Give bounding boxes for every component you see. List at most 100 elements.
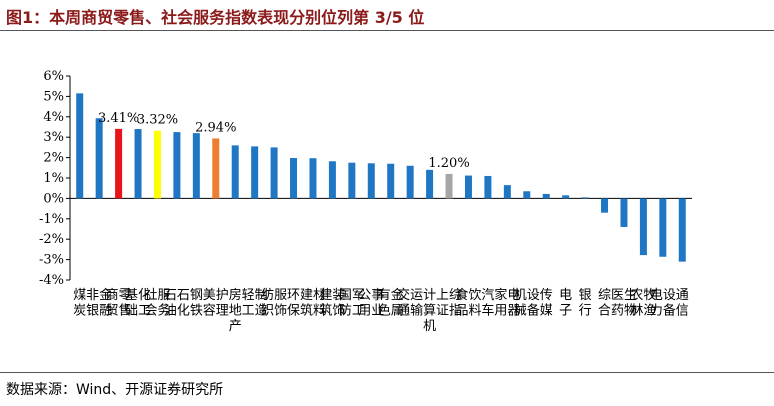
svg-text:纺: 纺	[261, 288, 274, 303]
svg-text:炭: 炭	[73, 304, 86, 319]
svg-text:媒: 媒	[540, 304, 553, 319]
svg-text:综: 综	[449, 288, 462, 303]
svg-text:指: 指	[449, 304, 462, 319]
bar-1	[76, 93, 84, 199]
svg-text:事: 事	[371, 288, 384, 303]
category-label-3: 商贸零售	[106, 288, 132, 319]
bar-11	[270, 147, 278, 199]
svg-text:金: 金	[99, 287, 112, 303]
svg-text:公: 公	[358, 288, 371, 303]
bar-14	[328, 161, 336, 199]
figure-title: 图1：本周商贸零售、社会服务指数表现分别位列第 3/5 位	[6, 8, 425, 27]
svg-text:银: 银	[86, 304, 99, 319]
svg-text:产: 产	[229, 319, 242, 334]
bar-20	[445, 173, 453, 199]
svg-text:林: 林	[630, 304, 643, 319]
svg-text:运: 运	[410, 288, 423, 303]
bottom-divider	[0, 372, 774, 373]
bar-3	[115, 128, 123, 199]
bar-25	[542, 193, 550, 199]
y-tick-label: -2%	[39, 232, 64, 247]
y-tick-label: 0%	[43, 191, 64, 206]
svg-text:械: 械	[514, 304, 527, 319]
category-label-28: 综合	[598, 288, 611, 319]
svg-text:护: 护	[216, 288, 229, 303]
bar-2	[95, 118, 103, 199]
svg-text:制: 制	[255, 288, 268, 303]
y-tick-label: 3%	[43, 130, 64, 145]
svg-text:渔: 渔	[643, 304, 656, 319]
svg-text:品: 品	[455, 304, 468, 319]
svg-text:地: 地	[229, 304, 242, 319]
bar-26	[562, 195, 570, 199]
data-label-5: 3.32%	[137, 113, 178, 128]
bar-7	[192, 133, 200, 199]
svg-text:色: 色	[378, 303, 391, 319]
svg-text:饮: 饮	[468, 288, 481, 303]
svg-text:备: 备	[527, 303, 540, 319]
bar-24	[523, 191, 531, 199]
bar-30	[639, 198, 647, 256]
svg-text:合: 合	[598, 304, 611, 319]
category-label-1: 煤炭	[73, 288, 86, 319]
svg-text:器: 器	[507, 304, 520, 319]
svg-text:料: 料	[313, 304, 326, 319]
svg-text:有: 有	[378, 288, 391, 303]
bar-18	[406, 165, 414, 199]
y-tick-label: 1%	[43, 171, 64, 186]
bar-21	[464, 175, 472, 199]
category-label-22: 汽车	[481, 288, 494, 319]
svg-text:综: 综	[598, 288, 611, 303]
category-label-19: 计算机	[423, 288, 436, 334]
svg-text:工: 工	[242, 304, 255, 319]
bar-22	[484, 175, 492, 199]
svg-text:煤: 煤	[73, 288, 86, 303]
svg-text:础: 础	[125, 304, 138, 319]
svg-text:电: 电	[650, 288, 663, 303]
data-label-20: 1.20%	[428, 156, 469, 171]
svg-text:家: 家	[494, 287, 507, 303]
svg-text:筑: 筑	[300, 303, 313, 319]
bar-8	[212, 138, 220, 199]
category-label-12: 环保	[287, 288, 300, 319]
y-tick-label: 5%	[43, 89, 64, 104]
svg-text:牧: 牧	[643, 288, 656, 303]
svg-text:石: 石	[164, 288, 177, 303]
svg-text:钢: 钢	[190, 288, 203, 303]
svg-text:属: 属	[391, 304, 404, 319]
svg-text:化: 化	[177, 304, 190, 319]
bar-9	[231, 145, 239, 199]
svg-text:机: 机	[514, 288, 527, 303]
bar-5	[153, 130, 161, 199]
svg-text:保: 保	[287, 304, 300, 319]
svg-text:用: 用	[358, 304, 371, 319]
svg-text:力: 力	[650, 304, 663, 319]
y-tick-label: -4%	[39, 273, 64, 288]
svg-text:上: 上	[436, 288, 449, 303]
svg-text:药: 药	[611, 304, 624, 319]
svg-text:业: 业	[371, 304, 384, 319]
svg-text:美: 美	[203, 288, 216, 303]
svg-text:交: 交	[397, 287, 410, 303]
svg-text:服: 服	[274, 288, 287, 303]
bar-15	[348, 162, 356, 199]
bar-31	[659, 198, 667, 257]
svg-text:算: 算	[423, 304, 436, 319]
svg-text:银: 银	[579, 288, 592, 303]
svg-text:备: 备	[663, 303, 676, 319]
bar-17	[387, 163, 395, 199]
top-divider	[0, 30, 774, 31]
category-label-5: 社会服务	[144, 287, 170, 319]
svg-text:输: 输	[410, 303, 423, 319]
svg-text:物: 物	[624, 304, 637, 319]
